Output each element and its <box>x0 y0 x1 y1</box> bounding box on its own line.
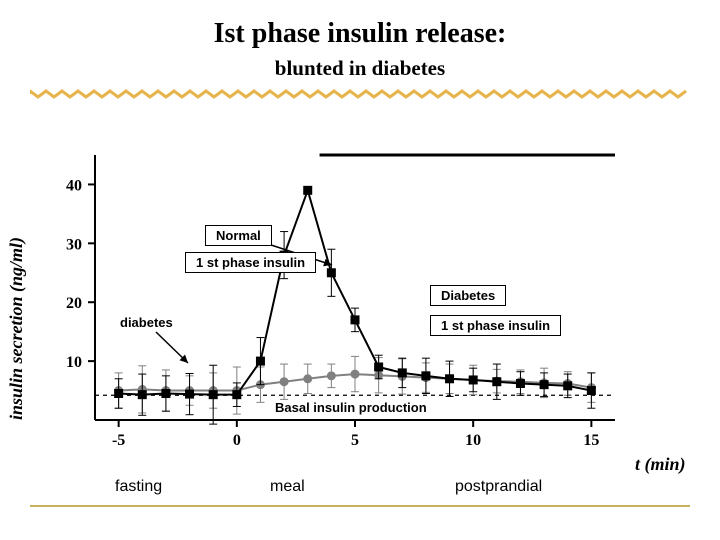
phase-postprandial: postprandial <box>455 478 542 496</box>
svg-text:40: 40 <box>66 177 82 194</box>
slide: Ist phase insulin release: blunted in di… <box>0 0 720 540</box>
svg-text:15: 15 <box>583 432 599 449</box>
normal-label-box: Normal <box>205 225 272 246</box>
svg-text:20: 20 <box>66 295 82 312</box>
svg-text:-5: -5 <box>112 432 125 449</box>
phase-meal: meal <box>270 478 305 496</box>
insulin-chart: 10 20 30 40 -5 0 5 10 15 <box>0 0 720 540</box>
first-phase-right-box: 1 st phase insulin <box>430 315 561 336</box>
svg-text:5: 5 <box>351 432 359 449</box>
bottom-rule <box>30 505 690 507</box>
svg-text:10: 10 <box>66 354 82 371</box>
svg-text:30: 30 <box>66 236 82 253</box>
first-phase-left-box: 1 st phase insulin <box>185 252 316 273</box>
phase-fasting: fasting <box>115 478 162 496</box>
basal-label: Basal insulin production <box>275 400 427 415</box>
svg-text:0: 0 <box>233 432 241 449</box>
diabetes-plain-label: diabetes <box>120 315 173 330</box>
diabetes-label-box: Diabetes <box>430 285 506 306</box>
svg-text:10: 10 <box>465 432 481 449</box>
